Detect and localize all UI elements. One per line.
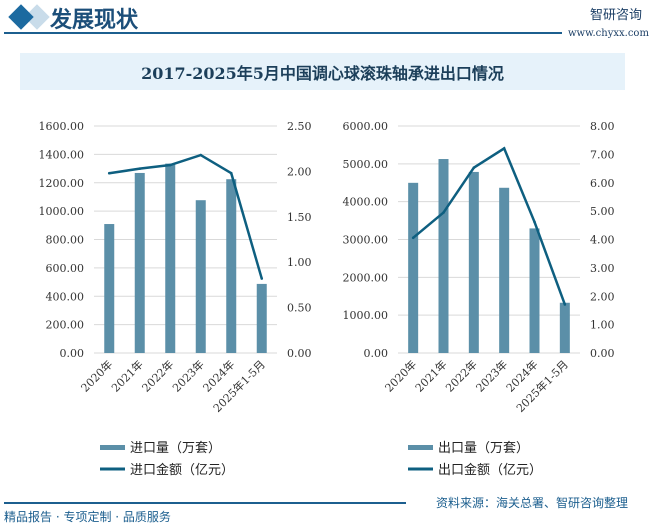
- bar: [134, 172, 145, 353]
- legend-bar-swatch: [100, 445, 125, 450]
- y-tick-left: 2000.00: [343, 271, 389, 284]
- y-tick-right: 7.00: [590, 148, 615, 161]
- legend-label: 进口金额（亿元）: [130, 462, 234, 478]
- y-tick-right: 0.00: [287, 347, 312, 360]
- footer-slogan: 精品报告 · 专项定制 · 品质服务: [4, 510, 171, 524]
- line-point: [260, 277, 264, 280]
- legend-bar-swatch: [408, 445, 433, 450]
- y-tick-right: 6.00: [590, 177, 615, 190]
- y-tick-left: 6000.00: [343, 120, 389, 133]
- y-tick-left: 1600.00: [39, 120, 85, 133]
- bar: [104, 224, 115, 353]
- y-tick-right: 2.00: [287, 165, 312, 178]
- y-tick-right: 5.00: [590, 205, 615, 218]
- legend-label: 出口量（万套）: [438, 440, 529, 456]
- line-point: [502, 147, 506, 150]
- x-tick-label: 2020年: [382, 357, 419, 394]
- y-tick-right: 1.00: [287, 256, 312, 269]
- y-tick-left: 1200.00: [39, 177, 85, 190]
- line-point: [563, 303, 567, 306]
- y-tick-right: 8.00: [590, 120, 615, 133]
- y-tick-left: 4000.00: [343, 196, 389, 209]
- y-tick-right: 2.50: [287, 120, 312, 133]
- y-tick-right: 1.00: [590, 319, 615, 332]
- bar: [408, 182, 419, 353]
- y-tick-right: 2.00: [590, 290, 615, 303]
- y-tick-left: 400.00: [46, 290, 85, 303]
- bar: [529, 228, 540, 353]
- y-tick-right: 0.50: [287, 302, 312, 315]
- line-point: [107, 171, 111, 175]
- source-note: 资料来源：海关总署、智研咨询整理: [436, 496, 629, 510]
- line-point: [442, 211, 445, 214]
- series-line: [412, 146, 567, 305]
- bar: [499, 187, 510, 353]
- x-tick-label: 2020年: [78, 357, 115, 394]
- bar: [195, 200, 206, 353]
- x-tick-label: 2022年: [139, 357, 176, 394]
- y-tick-right: 0.00: [590, 347, 615, 360]
- y-tick-left: 0.00: [364, 347, 389, 360]
- x-tick-label: 2023年: [473, 357, 510, 394]
- bar: [559, 302, 570, 353]
- legend-label: 进口量（万套）: [130, 440, 221, 456]
- header-divider: [4, 32, 562, 34]
- y-tick-right: 4.00: [590, 234, 615, 247]
- legend-label: 出口金额（亿元）: [438, 462, 542, 478]
- y-tick-left: 0.00: [60, 347, 85, 360]
- bar: [468, 171, 479, 353]
- bar: [226, 179, 237, 353]
- line-point: [138, 167, 142, 170]
- y-tick-left: 800.00: [46, 234, 85, 247]
- y-tick-left: 5000.00: [343, 158, 389, 171]
- line-point: [533, 220, 536, 224]
- y-tick-left: 3000.00: [343, 234, 389, 247]
- footer-divider: [4, 502, 406, 504]
- line-point: [411, 236, 415, 240]
- chart-title: 2017-2025年5月中国调心球滚珠轴承进出口情况: [20, 53, 625, 90]
- brand-url: www.chyxx.com: [568, 28, 649, 39]
- line-point: [168, 163, 172, 167]
- y-tick-right: 3.00: [590, 262, 615, 275]
- x-tick-label: 2025年1-5月: [210, 357, 268, 415]
- line-point: [472, 166, 476, 170]
- bar: [165, 163, 176, 353]
- section-title: 发展现状: [50, 8, 139, 33]
- y-tick-left: 1000.00: [39, 205, 85, 218]
- line-point: [229, 171, 233, 175]
- y-tick-left: 1400.00: [39, 148, 85, 161]
- y-tick-left: 200.00: [46, 319, 85, 332]
- y-tick-left: 600.00: [46, 262, 85, 275]
- x-tick-label: 2022年: [442, 357, 479, 394]
- x-tick-label: 2025年1-5月: [513, 357, 571, 415]
- x-tick-label: 2021年: [108, 357, 145, 394]
- bar: [256, 283, 267, 353]
- line-point: [199, 153, 203, 157]
- brand-logo: 智研咨询: [590, 8, 643, 23]
- y-tick-left: 1000.00: [343, 309, 389, 322]
- x-tick-label: 2021年: [412, 357, 449, 394]
- series-line: [109, 153, 263, 279]
- y-tick-right: 1.50: [287, 211, 312, 224]
- x-tick-label: 2023年: [169, 357, 206, 394]
- bar: [438, 159, 449, 353]
